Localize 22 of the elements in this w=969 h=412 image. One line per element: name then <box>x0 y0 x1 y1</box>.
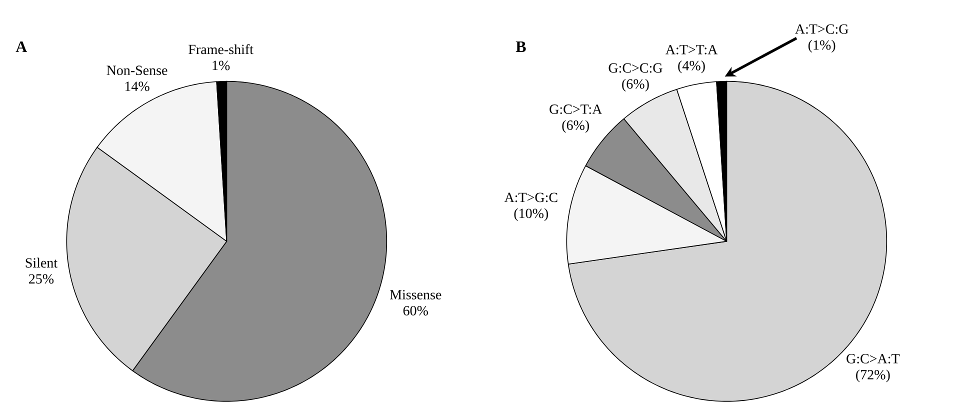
data-label: (1%) <box>808 40 836 53</box>
data-label: 60% <box>403 306 428 316</box>
data-label: (4%) <box>678 60 705 74</box>
slice-label: Silent <box>26 258 58 268</box>
data-label: 1% <box>212 60 230 70</box>
text: B <box>516 41 526 52</box>
data-label: 25% <box>29 274 54 284</box>
slice-label: A:T>T:A <box>666 44 718 54</box>
slice-label: Non-Sense <box>106 66 168 76</box>
slice-label: Missense <box>390 290 442 300</box>
slice-label: G:C>C:G <box>608 63 662 73</box>
slice-label: G:C>A:T <box>846 354 900 364</box>
slice-label: A:T>C:G <box>795 24 848 34</box>
data-label: 14% <box>125 82 150 92</box>
data-label: (72%) <box>856 370 890 382</box>
slice-label: G:C>T:A <box>550 104 602 114</box>
slice-label: A:T>G:C <box>504 192 558 202</box>
data-label: (10%) <box>514 208 548 221</box>
slice-label: Frame-shift <box>188 44 254 54</box>
chart-title: A <box>16 41 28 52</box>
data-label: (6%) <box>562 120 589 133</box>
data-label: (6%) <box>622 78 649 92</box>
